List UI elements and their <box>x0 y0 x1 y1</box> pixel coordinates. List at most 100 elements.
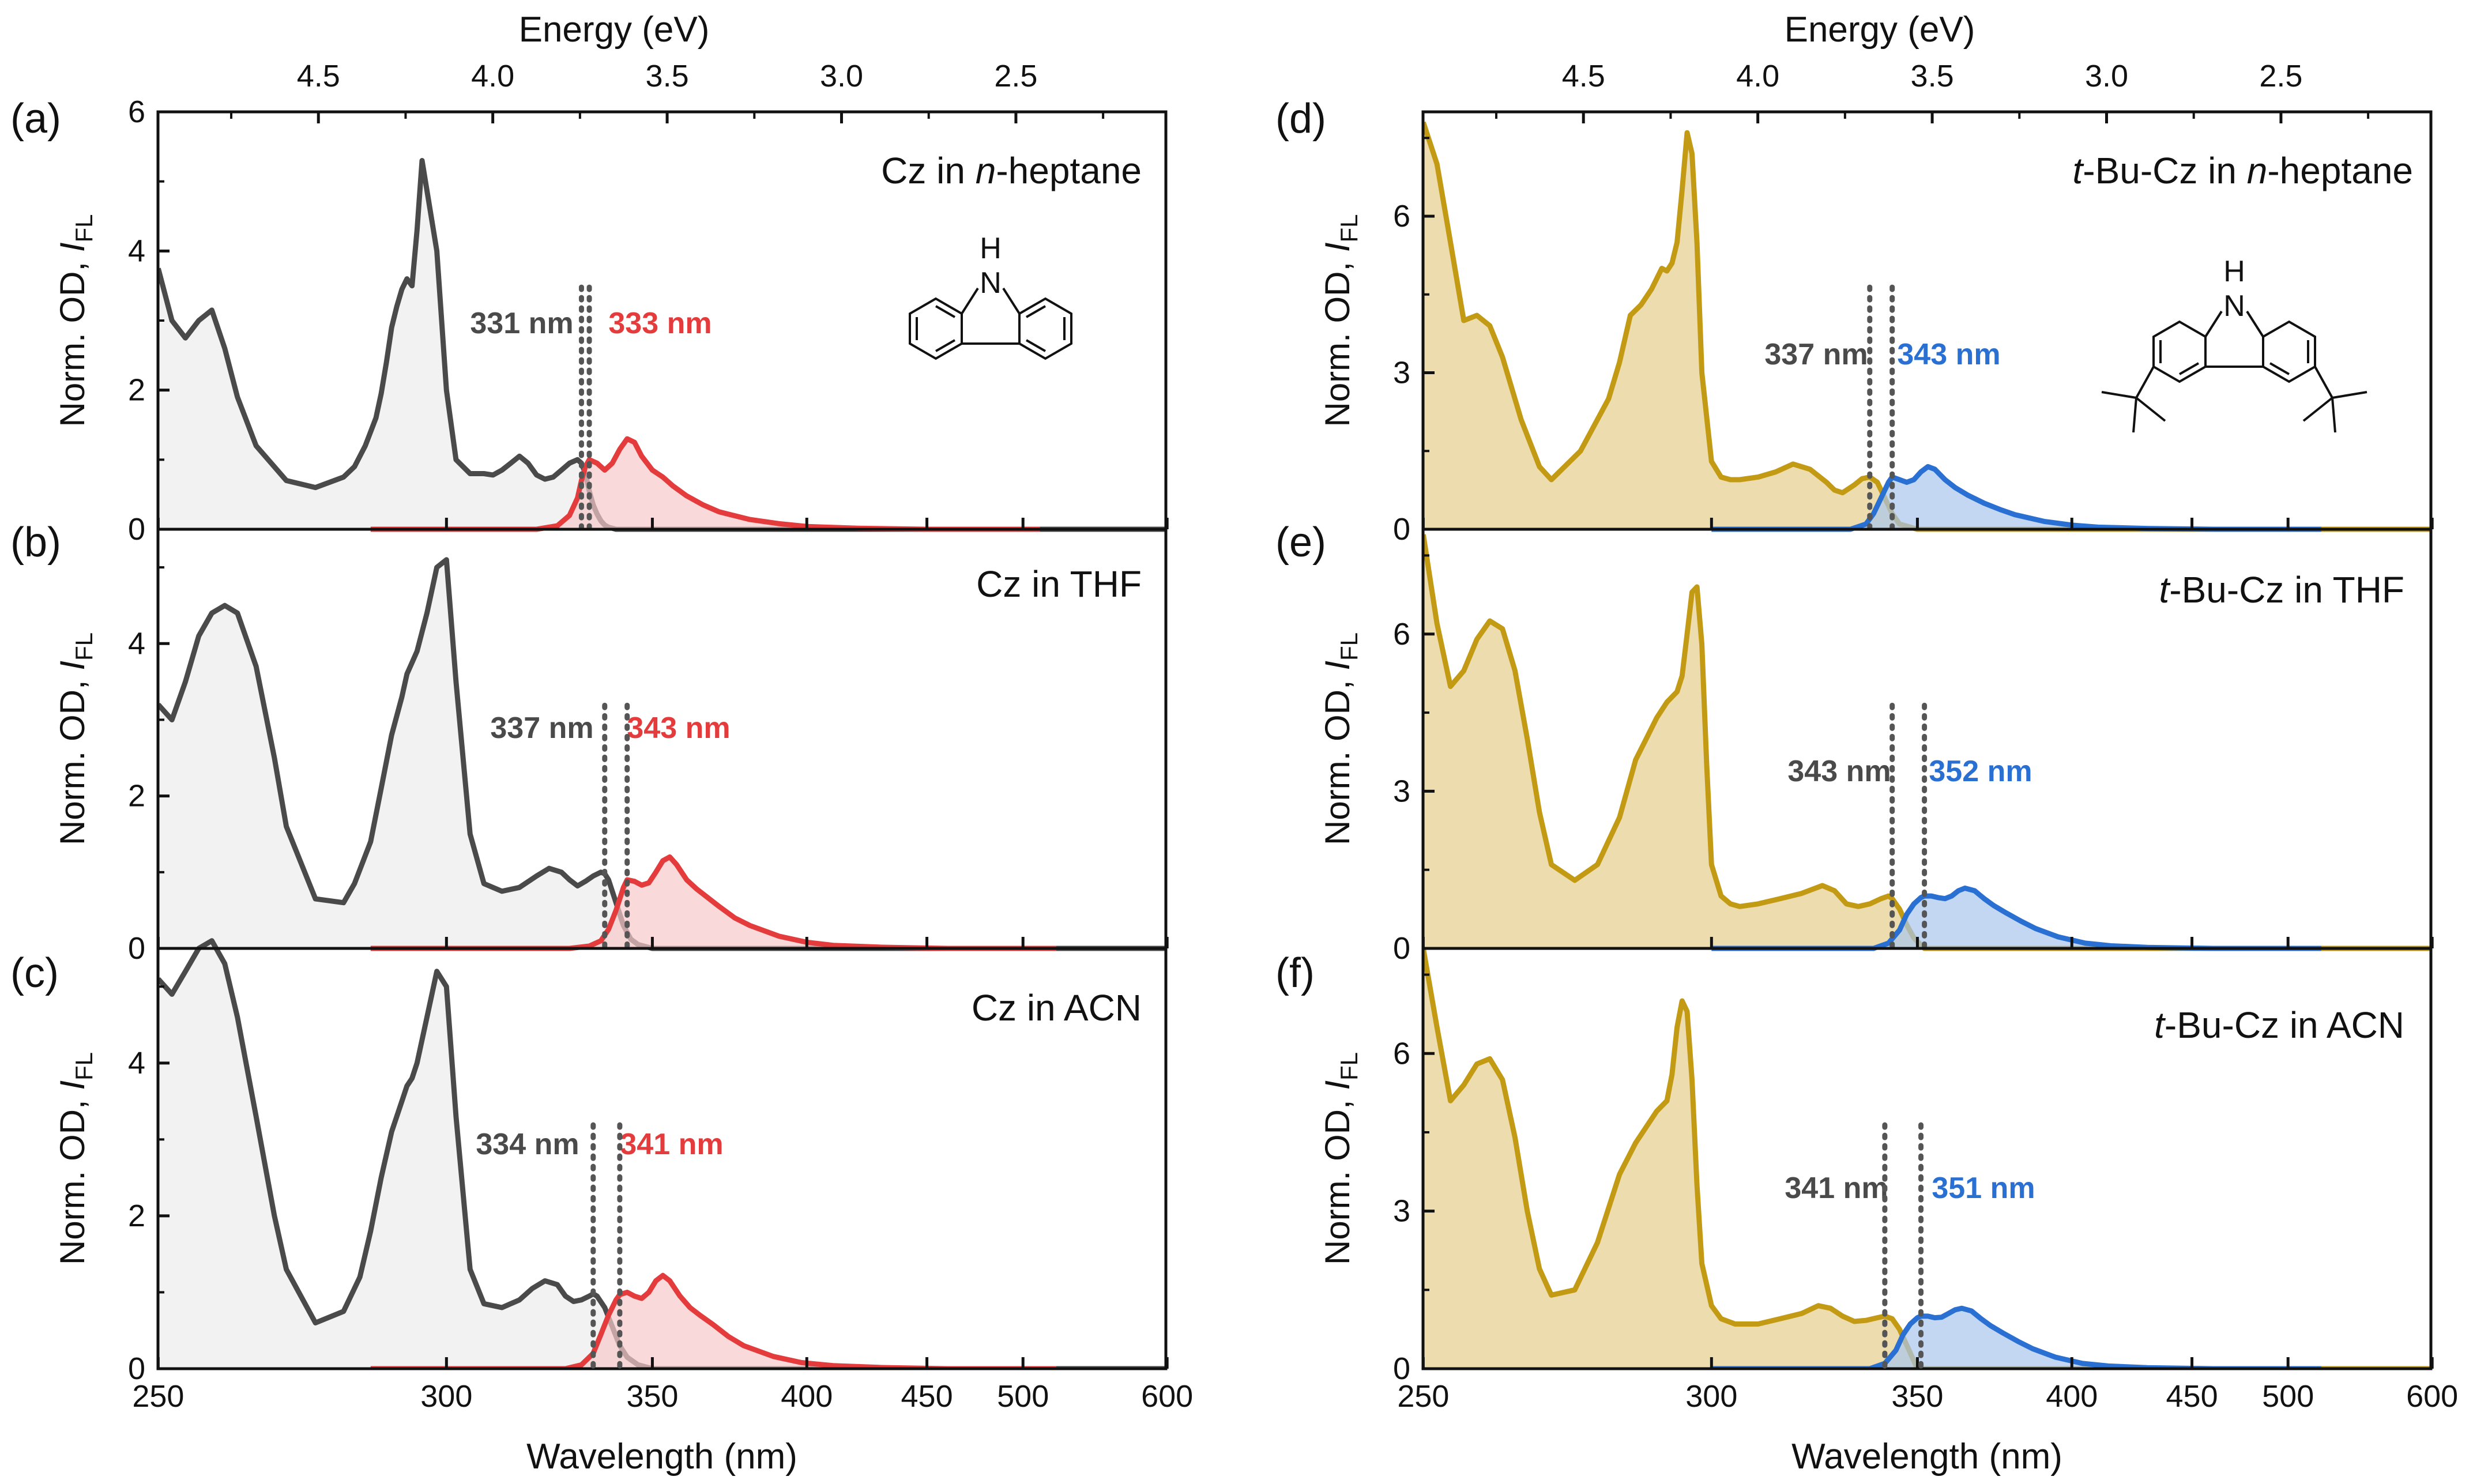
panel-e-absorption-area <box>1423 534 2431 948</box>
panel-f-title: t-Bu-Cz in ACN <box>2154 1004 2404 1046</box>
panel-e-y-axis-title-sub: FL <box>1335 632 1362 661</box>
panel-a: 0 2 4 6 Norm. OD, IFL (a) Cz in n-heptane 33… <box>10 95 1169 547</box>
panel-b-y-tick-label: 4 <box>128 626 145 661</box>
panel-d-title: t-Bu-Cz in n-heptane <box>2072 150 2413 191</box>
panel-c-y-tick-label: 2 <box>128 1199 145 1233</box>
panel-e-y-tick-label: 3 <box>1393 774 1410 808</box>
wavelength-tick-label: 350 <box>626 1379 678 1414</box>
panel-f-plot <box>1423 948 2431 1369</box>
panel-a-y-axis-title-sub: FL <box>70 214 97 242</box>
panel-f-fluorescence-peak-label: 351 nm <box>1932 1172 2035 1205</box>
panel-d-absorption-peak-label: 337 nm <box>1764 338 1868 371</box>
svg-text:N: N <box>980 266 1002 300</box>
svg-text:N: N <box>2223 289 2245 323</box>
panel-c-axes: 0 2 4 Norm. OD, IFL <box>53 985 1169 1386</box>
panel-d-absorption-area <box>1423 122 2431 529</box>
energy-tick-label: 2.5 <box>994 59 1037 93</box>
panel-b-y-tick-label: 0 <box>128 931 145 966</box>
panel-f-y-tick-label: 6 <box>1393 1036 1410 1071</box>
y-axis-title-italic-i: I <box>53 243 92 253</box>
panel-a-title: Cz in n-heptane <box>881 150 1142 191</box>
panel-d-fluorescence-peak-label: 343 nm <box>1897 338 2000 371</box>
carbazole-structure-icon: N H <box>909 232 1072 360</box>
panel-b-peak-markers <box>602 702 630 950</box>
panel-e-label: (e) <box>1275 519 1326 566</box>
panel-a-plot <box>158 158 1166 532</box>
panel-e-peak-markers <box>1889 702 1928 950</box>
wavelength-tick-label: 500 <box>997 1379 1049 1414</box>
panel-f-y-tick-label: 3 <box>1393 1194 1410 1229</box>
panel-e-y-tick-label: 6 <box>1393 617 1410 651</box>
wavelength-tick-label: 450 <box>901 1379 953 1414</box>
panel-d-absorption-line <box>1423 121 2431 532</box>
panel-a-y-tick-label: 0 <box>128 512 145 547</box>
panel-c-title: Cz in ACN <box>972 987 1142 1029</box>
panel-d-axes: 0 3 6 Norm. OD, IFL <box>1318 137 2434 547</box>
panel-e-title: t-Bu-Cz in THF <box>2159 569 2404 611</box>
y-axis-title-italic-i: I <box>53 661 92 671</box>
panel-d-y-tick-label: 3 <box>1393 356 1410 390</box>
panel-c-peak-markers <box>590 1122 623 1370</box>
panel-f-absorption-peak-label: 341 nm <box>1785 1172 1888 1205</box>
energy-tick-label: 2.5 <box>2259 59 2302 93</box>
top-axis-title-left: Energy (eV) <box>519 10 710 50</box>
panel-d-y-axis-title-sub: FL <box>1335 214 1362 242</box>
wavelength-tick-label: 250 <box>132 1379 184 1414</box>
panel-c-absorption-line <box>158 938 1166 1369</box>
panel-f-label: (f) <box>1275 950 1315 996</box>
panel-f-y-axis-title-sub: FL <box>1335 1052 1362 1080</box>
panel-f-fluorescence-line <box>1711 1305 2321 1369</box>
panel-f-y-axis-title: Norm. OD, IFL <box>1318 1052 1362 1265</box>
panel-f-frame <box>1421 947 2433 1370</box>
tert-butyl-carbazole-structure-icon: N H <box>2101 255 2367 433</box>
panel-f-y-tick-label: 0 <box>1393 1351 1410 1386</box>
panel-f-absorption-line <box>1423 948 2431 1369</box>
panel-f-y-axis-title-main: Norm. OD, <box>1318 1090 1357 1265</box>
panel-b-y-axis-title-sub: FL <box>70 632 97 661</box>
panel-a-fluorescence-area <box>370 439 1040 529</box>
panel-b-absorption-area <box>158 559 1166 948</box>
right-top-energy-axis: 4.5 4.0 3.5 3.0 2.5 <box>1495 59 2370 123</box>
energy-tick-label: 4.0 <box>1736 59 1779 93</box>
panel-e-fluorescence-area <box>1711 888 2321 948</box>
panel-a-fluorescence-line <box>370 436 1040 532</box>
top-axis-title-right: Energy (eV) <box>1785 10 1975 50</box>
panel-c-absorption-peak-label: 334 nm <box>476 1128 579 1161</box>
panel-d-y-tick-label: 6 <box>1393 199 1410 233</box>
y-axis-title-italic-i: I <box>1318 243 1357 253</box>
svg-text:H: H <box>980 232 1002 265</box>
wavelength-tick-label: 300 <box>1685 1379 1737 1414</box>
panel-c-fluorescence-peak-label: 341 nm <box>620 1128 723 1161</box>
wavelength-tick-label: 300 <box>420 1379 472 1414</box>
panel-c-fluorescence-line <box>370 1272 1056 1369</box>
panel-b-absorption-peak-label: 337 nm <box>490 711 593 745</box>
bottom-axis-title-right: Wavelength (nm) <box>1791 1437 2062 1477</box>
left-top-energy-axis: 4.5 4.0 3.5 3.0 2.5 <box>230 59 1105 123</box>
panel-e-y-axis-title: Norm. OD, IFL <box>1318 632 1362 845</box>
svg-text:H: H <box>2223 255 2245 288</box>
panel-c-y-axis-title-main: Norm. OD, <box>53 1090 92 1265</box>
panel-c-y-axis-title: Norm. OD, IFL <box>53 1052 97 1265</box>
panel-a-axes: 0 2 4 6 Norm. OD, IFL <box>53 95 1169 547</box>
bottom-axis-title-left: Wavelength (nm) <box>526 1437 797 1477</box>
wavelength-tick-label: 500 <box>2262 1379 2314 1414</box>
y-axis-title-italic-i: I <box>1318 1080 1357 1090</box>
panel-a-absorption-area <box>158 160 1166 529</box>
panel-a-y-axis-title: Norm. OD, IFL <box>53 214 97 427</box>
panel-c: 0 2 4 Norm. OD, IFL (c) Cz in ACN 334 nm 34… <box>10 938 1169 1386</box>
panel-d-y-tick-label: 0 <box>1393 512 1410 547</box>
panel-a-y-tick-label: 6 <box>128 95 145 129</box>
energy-tick-label: 3.0 <box>2085 59 2128 93</box>
wavelength-tick-label: 600 <box>2406 1379 2458 1414</box>
wavelength-tick-label: 400 <box>781 1379 833 1414</box>
right-bottom-wavelength-axis: 250 300 350 400 450 500 600 <box>1397 1379 2458 1414</box>
panel-f: 0 3 6 Norm. OD, IFL (f) t-Bu-Cz in ACN 341 … <box>1275 947 2434 1386</box>
panel-d: 0 3 6 Norm. OD, IFL (d) t-Bu-Cz in n-heptan… <box>1275 96 2434 547</box>
panel-c-plot <box>158 938 1166 1369</box>
panel-b-plot <box>158 557 1166 951</box>
wavelength-tick-label: 350 <box>1891 1379 1943 1414</box>
panel-a-fluorescence-peak-label: 333 nm <box>608 307 712 340</box>
panel-b-y-axis-title: Norm. OD, IFL <box>53 632 97 845</box>
panel-c-frame <box>156 947 1168 1370</box>
panel-e-y-axis-title-main: Norm. OD, <box>1318 671 1357 845</box>
